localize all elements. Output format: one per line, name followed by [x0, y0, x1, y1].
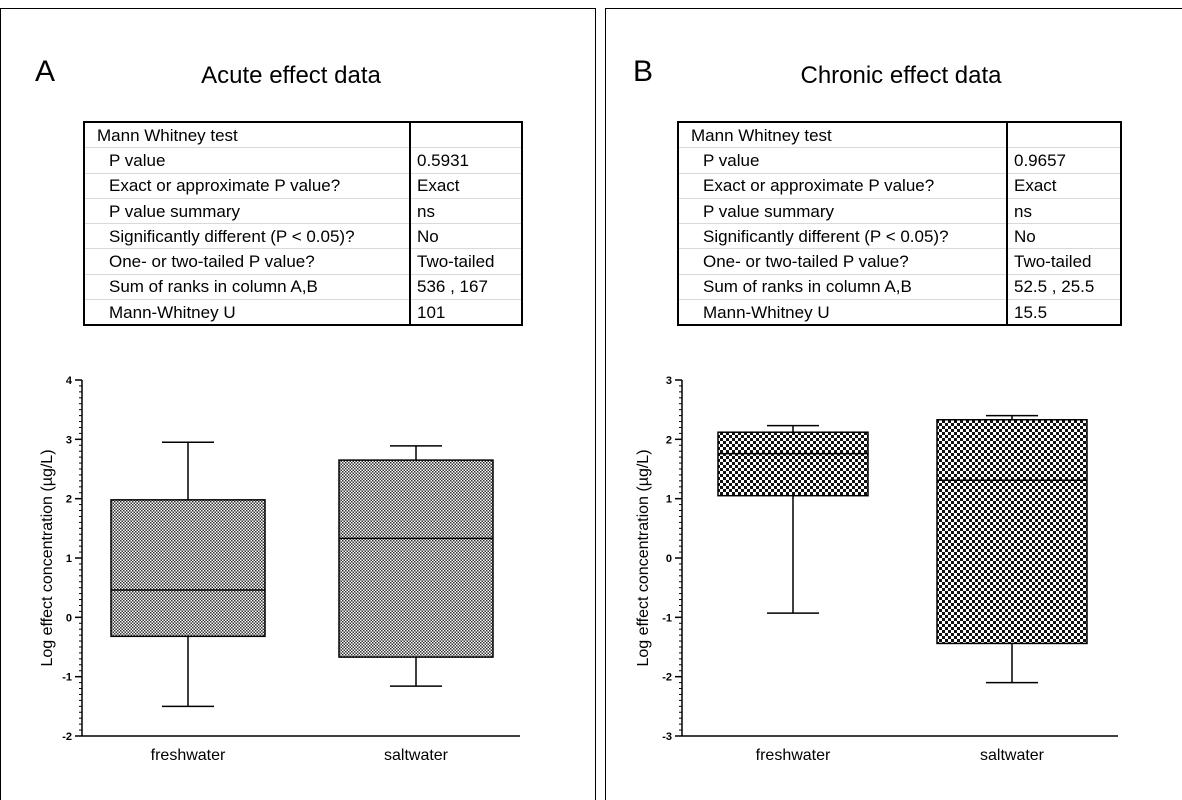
stats-table: Mann Whitney test P value 0.9657 Exact or…	[677, 121, 1122, 327]
table-row: Sum of ranks in column A,B 536 , 167	[84, 274, 522, 301]
table-value: ns	[409, 198, 522, 225]
panel-a: A Acute effect data Mann Whitney test P …	[0, 8, 596, 800]
y-tick-label: 1	[666, 494, 672, 506]
table-value: No	[409, 223, 522, 250]
y-tick-label: 0	[66, 612, 72, 624]
table-row: Significantly different (P < 0.05)? No	[678, 223, 1121, 250]
y-axis-label: Log effect concentration (µg/L)	[39, 449, 56, 666]
table-label: P value summary	[84, 198, 410, 225]
y-tick-label: 0	[666, 553, 672, 565]
table-label: Sum of ranks in column A,B	[84, 274, 410, 301]
table-value: 101	[409, 299, 522, 326]
table-value: 52.5 , 25.5	[1006, 274, 1121, 301]
y-tick-label: 3	[66, 434, 72, 446]
table-row: P value 0.5931	[84, 147, 522, 174]
table-label: Sum of ranks in column A,B	[678, 274, 1007, 301]
table-row: P value summary ns	[678, 198, 1121, 225]
table-value: Two-tailed	[409, 248, 522, 275]
table-row: Mann Whitney test	[84, 122, 522, 149]
y-tick-label: -2	[62, 731, 72, 743]
table-row: Mann-Whitney U 101	[84, 299, 522, 326]
table-header: Mann Whitney test	[84, 122, 410, 149]
panel-b: B Chronic effect data Mann Whitney test …	[605, 8, 1182, 800]
table-label: P value	[84, 147, 410, 174]
table-value: Exact	[1006, 173, 1121, 199]
table-row: Significantly different (P < 0.05)? No	[84, 223, 522, 250]
table-label: One- or two-tailed P value?	[678, 248, 1007, 275]
box-iqr	[936, 419, 1088, 645]
box-iqr	[338, 459, 494, 658]
x-tick-label: freshwater	[756, 747, 831, 764]
table-row: Sum of ranks in column A,B 52.5 , 25.5	[678, 274, 1121, 301]
x-tick-label: saltwater	[384, 747, 449, 764]
y-tick-label: 1	[66, 553, 72, 565]
y-tick-label: 3	[666, 375, 672, 387]
table-label: P value summary	[678, 198, 1007, 225]
y-axis-label: Log effect concentration (µg/L)	[635, 449, 652, 666]
table-value: No	[1006, 223, 1121, 250]
table-label: Exact or approximate P value?	[678, 173, 1007, 199]
y-tick-label: -1	[62, 672, 72, 684]
table-label: Significantly different (P < 0.05)?	[678, 223, 1007, 250]
panel-title: Acute effect data	[201, 62, 381, 89]
stats-table: Mann Whitney test P value 0.5931 Exact or…	[83, 121, 523, 327]
box-iqr	[110, 499, 266, 638]
y-tick-label: -3	[662, 731, 672, 743]
table-label: Mann-Whitney U	[703, 302, 830, 322]
table-row: Mann-Whitney U 15.5	[678, 299, 1121, 326]
table-value: 536 , 167	[409, 274, 522, 301]
table-value: ns	[1006, 198, 1121, 225]
table-cell	[409, 122, 522, 149]
table-label: Significantly different (P < 0.05)?	[84, 223, 410, 250]
y-tick-label: 2	[666, 434, 672, 446]
table-value: 15.5	[1006, 299, 1121, 326]
table-header: Mann Whitney test	[678, 122, 1007, 149]
table-label: Mann-Whitney U	[109, 302, 236, 322]
panel-letter: A	[35, 55, 56, 88]
table-row: Mann Whitney test	[678, 122, 1121, 149]
table-row: Exact or approximate P value? Exact	[84, 173, 522, 199]
table-label: P value	[678, 147, 1007, 174]
y-tick-label: 2	[66, 494, 72, 506]
table-row: Exact or approximate P value? Exact	[678, 173, 1121, 199]
table-value: Two-tailed	[1006, 248, 1121, 275]
table-cell	[1006, 122, 1121, 149]
x-tick-label: freshwater	[151, 747, 226, 764]
table-value: 0.5931	[409, 147, 522, 174]
y-tick-label: 4	[66, 375, 73, 387]
table-row: P value summary ns	[84, 198, 522, 225]
box-iqr	[717, 431, 869, 497]
table-label: Exact or approximate P value?	[84, 173, 410, 199]
table-value: 0.9657	[1006, 147, 1121, 174]
panel-letter: B	[633, 55, 654, 88]
table-row: P value 0.9657	[678, 147, 1121, 174]
table-value: Exact	[409, 173, 522, 199]
table-row: One- or two-tailed P value? Two-tailed	[84, 248, 522, 275]
x-tick-label: saltwater	[980, 747, 1045, 764]
y-tick-label: -2	[662, 672, 672, 684]
panel-title: Chronic effect data	[800, 62, 1002, 89]
y-tick-label: -1	[662, 612, 672, 624]
table-label: One- or two-tailed P value?	[84, 248, 410, 275]
table-row: One- or two-tailed P value? Two-tailed	[678, 248, 1121, 275]
